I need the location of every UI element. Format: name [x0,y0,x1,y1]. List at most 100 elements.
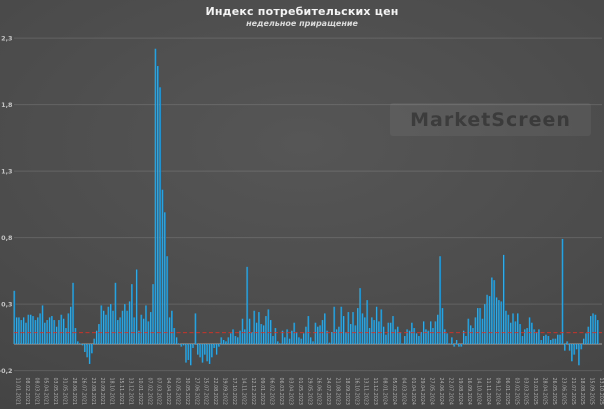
bar [100,305,103,344]
bar [107,306,110,344]
bar [284,337,286,344]
chart-title: Индекс потребительских цен [205,5,399,18]
bar [190,344,192,366]
bar [521,336,524,344]
bar [237,337,239,344]
bar [230,333,232,344]
bar [180,344,183,347]
x-tick-label: 16.10.2023 [353,378,359,405]
bar [171,310,174,344]
bar [154,48,157,345]
x-tick-label: 14.11.2022 [240,378,246,405]
bar [557,334,559,344]
x-tick-label: 19.09.2022 [222,378,228,405]
bar [241,318,244,344]
bar [65,328,68,344]
bar [340,306,343,344]
bar [394,329,397,344]
x-tick-label: 23.08.2021 [90,378,96,405]
x-tick-label: 25.07.2022 [203,378,209,405]
bar [463,330,465,344]
bar [112,310,115,344]
bar [20,320,23,344]
bar [192,344,195,348]
bar [288,338,291,344]
bar [486,294,489,344]
bar [178,343,181,344]
bar [305,326,308,344]
x-tick-label: 15.11.2021 [118,378,124,405]
bar [594,314,597,344]
x-tick-label: 11.01.2021 [15,378,21,405]
bar [223,340,225,344]
bar [253,310,256,344]
x-tick-label: 23.06.2025 [560,378,566,405]
bar [528,317,531,344]
bar [420,332,423,344]
bar [583,338,585,344]
bar [575,344,578,350]
bar [573,344,576,355]
bar [359,288,362,344]
bar [392,316,395,344]
bar [168,317,171,344]
bar [338,326,341,344]
bar [467,318,470,344]
bar [350,324,352,344]
bar [397,326,399,344]
x-tick-label: 05.02.2024 [391,378,397,405]
bar [545,334,548,344]
bar [592,313,595,344]
bar [251,332,254,344]
x-tick-label: 18.09.2023 [344,378,350,405]
bar [531,322,533,344]
bar [173,328,176,344]
x-tick-label: 30.05.2022 [184,378,190,405]
bar [260,324,263,344]
bar [587,326,590,344]
bar [164,212,166,344]
bar [597,320,599,344]
bar [70,306,72,344]
bar [255,322,258,344]
bar [437,314,439,344]
bar [277,341,279,344]
bar [390,322,392,344]
x-tick-label: 13.12.2021 [127,378,133,405]
bar [500,301,503,344]
bar [465,336,468,344]
x-tick-label: 06.01.2025 [504,378,510,405]
bar [300,338,303,344]
bar [272,336,275,344]
chart-subtitle: недельное приращение [246,19,358,28]
x-tick-label: 21.07.2025 [570,378,576,405]
bar [244,329,246,344]
bar [286,329,289,344]
x-tick-label: 13.10.2025 [598,378,604,405]
bar [267,309,270,344]
bar [232,329,235,344]
bar [512,313,515,344]
bar [55,326,58,344]
bar [303,333,305,344]
bar [404,336,406,344]
bar [206,344,209,362]
bar [27,314,30,344]
x-tick-label: 29.05.2023 [306,378,312,405]
bar [354,325,357,344]
bar [425,329,428,344]
bar [211,344,214,358]
bar [37,317,39,344]
bar [126,310,129,344]
x-tick-label: 09.12.2024 [494,378,500,405]
x-tick-label: 05.04.2021 [43,378,49,405]
bar [484,304,486,344]
bar [310,337,312,344]
x-tick-label: 14.10.2024 [476,378,482,405]
bar [434,321,437,344]
bar [317,326,319,344]
bar [533,329,536,344]
bar [81,344,84,346]
x-tick-label: 15.09.2025 [589,378,595,405]
bar [561,238,564,344]
